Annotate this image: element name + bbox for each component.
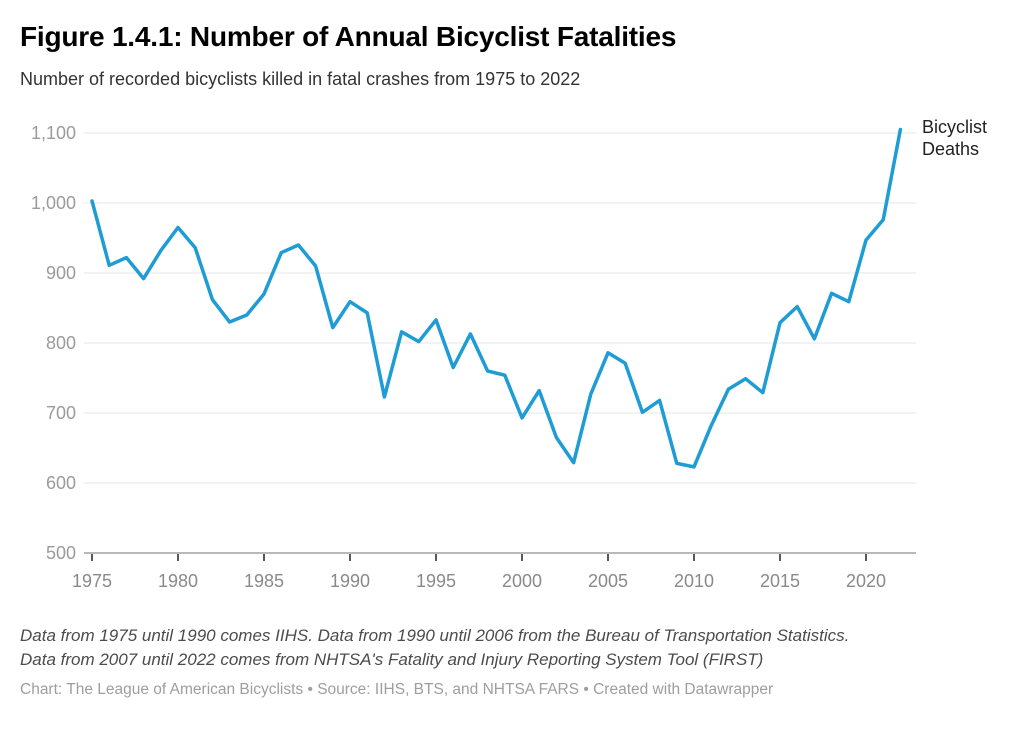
x-axis-tick-label: 2000	[502, 571, 542, 591]
x-axis-tick-label: 1985	[244, 571, 284, 591]
x-axis-tick-label: 2010	[674, 571, 714, 591]
chart-byline: Chart: The League of American Bicyclists…	[20, 681, 774, 698]
y-axis-tick-label: 900	[46, 263, 76, 283]
figure-subtitle: Number of recorded bicyclists killed in …	[20, 69, 581, 89]
x-axis-tick-label: 1975	[72, 571, 112, 591]
y-axis-tick-label: 800	[46, 333, 76, 353]
y-axis-tick-label: 500	[46, 543, 76, 563]
chart-notes-line-2: Data from 2007 until 2022 comes from NHT…	[20, 650, 764, 669]
x-axis-tick-label: 2005	[588, 571, 628, 591]
annual-bicyclist-fatalities-line-chart: 500 600 700 800 900 1,000 1,100 1975 1980 1985 199…	[20, 110, 1004, 592]
chart-notes: Data from 1975 until 1990 comes IIHS. Da…	[20, 624, 1004, 672]
x-axis-tick-label: 2015	[760, 571, 800, 591]
x-axis-tick-label: 1995	[416, 571, 456, 591]
datawrapper-chart-page: Figure 1.4.1: Number of Annual Bicyclist…	[0, 22, 1024, 699]
y-axis-tick-label: 1,000	[31, 193, 76, 213]
chart-canvas: 500 600 700 800 900 1,000 1,100 1975 1980 1985 199…	[31, 123, 916, 591]
x-axis-tick-label: 1990	[330, 571, 370, 591]
series-end-label: Bicyclist Deaths	[922, 116, 1006, 160]
y-axis-tick-label: 600	[46, 473, 76, 493]
y-axis-tick-label: 700	[46, 403, 76, 423]
figure-title: Figure 1.4.1: Number of Annual Bicyclist…	[20, 21, 677, 52]
bicyclist-deaths-line	[90, 127, 903, 469]
x-axis-tick-label: 1980	[158, 571, 198, 591]
y-axis-tick-label: 1,100	[31, 123, 76, 143]
x-axis-tick-label: 2020	[846, 571, 886, 591]
chart-notes-line-1: Data from 1975 until 1990 comes IIHS. Da…	[20, 626, 850, 645]
series-end-label-text: Bicyclist Deaths	[922, 117, 988, 159]
